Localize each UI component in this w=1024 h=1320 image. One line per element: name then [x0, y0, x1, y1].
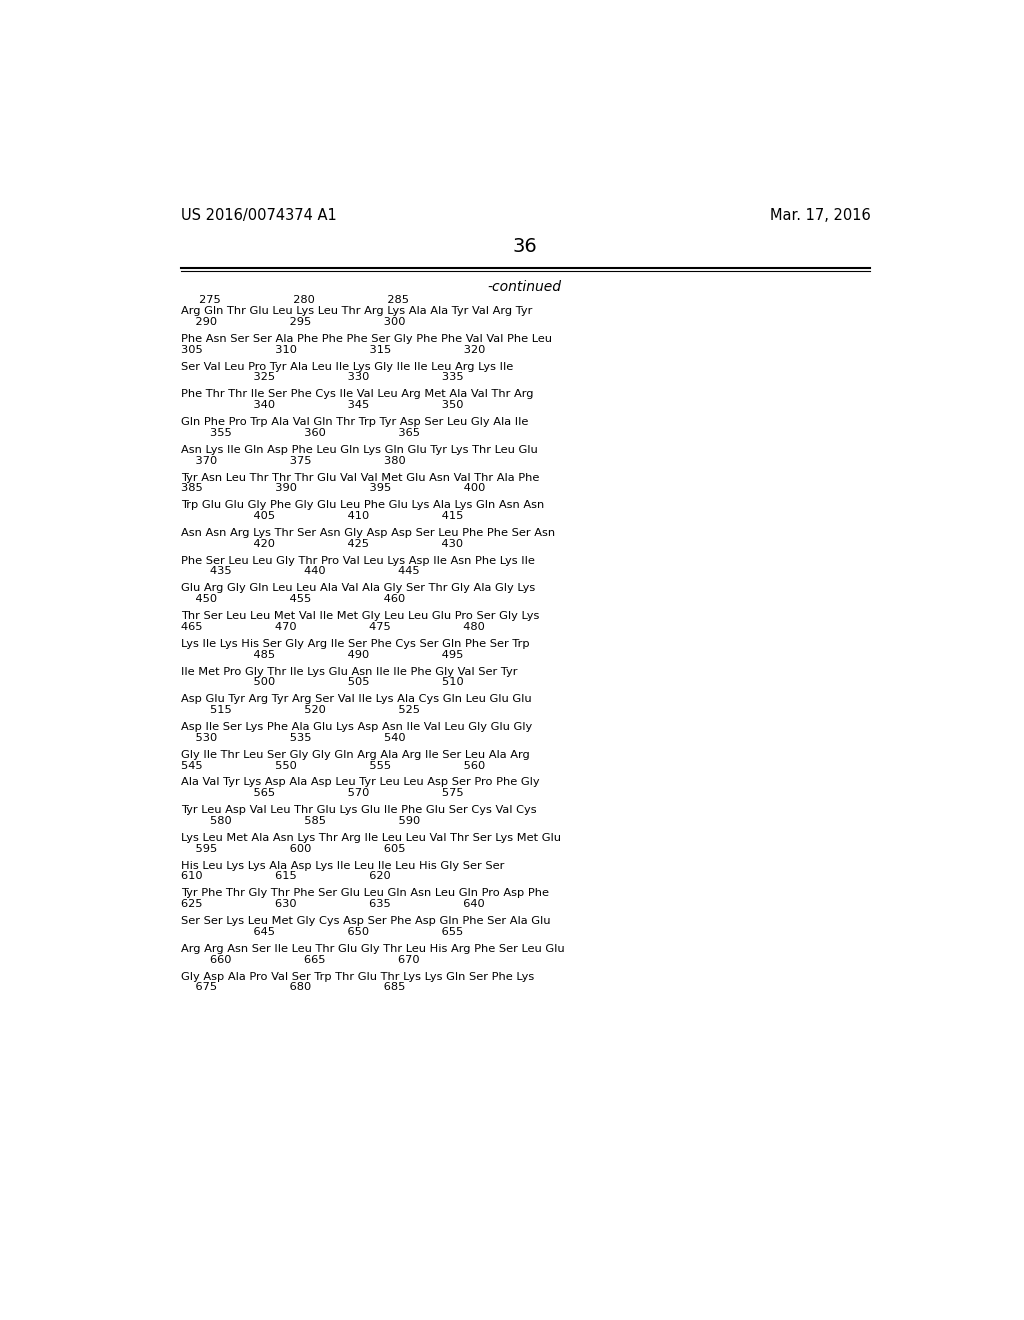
- Text: 465                    470                    475                    480: 465 470 475 480: [180, 622, 484, 632]
- Text: Ile Met Pro Gly Thr Ile Lys Glu Asn Ile Ile Phe Gly Val Ser Tyr: Ile Met Pro Gly Thr Ile Lys Glu Asn Ile …: [180, 667, 517, 677]
- Text: Asp Glu Tyr Arg Tyr Arg Ser Val Ile Lys Ala Cys Gln Leu Glu Glu: Asp Glu Tyr Arg Tyr Arg Ser Val Ile Lys …: [180, 694, 531, 705]
- Text: 36: 36: [512, 238, 538, 256]
- Text: 290                    295                    300: 290 295 300: [180, 317, 406, 327]
- Text: 450                    455                    460: 450 455 460: [180, 594, 404, 605]
- Text: Tyr Leu Asp Val Leu Thr Glu Lys Glu Ile Phe Glu Ser Cys Val Cys: Tyr Leu Asp Val Leu Thr Glu Lys Glu Ile …: [180, 805, 537, 816]
- Text: Gly Asp Ala Pro Val Ser Trp Thr Glu Thr Lys Lys Gln Ser Phe Lys: Gly Asp Ala Pro Val Ser Trp Thr Glu Thr …: [180, 972, 534, 982]
- Text: Asn Lys Ile Gln Asp Phe Leu Gln Lys Gln Glu Tyr Lys Thr Leu Glu: Asn Lys Ile Gln Asp Phe Leu Gln Lys Gln …: [180, 445, 538, 455]
- Text: Trp Glu Glu Gly Phe Gly Glu Leu Phe Glu Lys Ala Lys Gln Asn Asn: Trp Glu Glu Gly Phe Gly Glu Leu Phe Glu …: [180, 500, 544, 511]
- Text: Phe Thr Thr Ile Ser Phe Cys Ile Val Leu Arg Met Ala Val Thr Arg: Phe Thr Thr Ile Ser Phe Cys Ile Val Leu …: [180, 389, 534, 400]
- Text: Arg Arg Asn Ser Ile Leu Thr Glu Gly Thr Leu His Arg Phe Ser Leu Glu: Arg Arg Asn Ser Ile Leu Thr Glu Gly Thr …: [180, 944, 564, 954]
- Text: Glu Arg Gly Gln Leu Leu Ala Val Ala Gly Ser Thr Gly Ala Gly Lys: Glu Arg Gly Gln Leu Leu Ala Val Ala Gly …: [180, 583, 535, 594]
- Text: 515                    520                    525: 515 520 525: [180, 705, 420, 715]
- Text: Phe Asn Ser Ser Ala Phe Phe Phe Ser Gly Phe Phe Val Val Phe Leu: Phe Asn Ser Ser Ala Phe Phe Phe Ser Gly …: [180, 334, 552, 345]
- Text: Ala Val Tyr Lys Asp Ala Asp Leu Tyr Leu Leu Asp Ser Pro Phe Gly: Ala Val Tyr Lys Asp Ala Asp Leu Tyr Leu …: [180, 777, 540, 788]
- Text: 405                    410                    415: 405 410 415: [180, 511, 463, 521]
- Text: 485                    490                    495: 485 490 495: [180, 649, 463, 660]
- Text: Lys Ile Lys His Ser Gly Arg Ile Ser Phe Cys Ser Gln Phe Ser Trp: Lys Ile Lys His Ser Gly Arg Ile Ser Phe …: [180, 639, 529, 649]
- Text: Ser Ser Lys Leu Met Gly Cys Asp Ser Phe Asp Gln Phe Ser Ala Glu: Ser Ser Lys Leu Met Gly Cys Asp Ser Phe …: [180, 916, 550, 927]
- Text: 565                    570                    575: 565 570 575: [180, 788, 463, 799]
- Text: His Leu Lys Lys Ala Asp Lys Ile Leu Ile Leu His Gly Ser Ser: His Leu Lys Lys Ala Asp Lys Ile Leu Ile …: [180, 861, 504, 871]
- Text: 595                    600                    605: 595 600 605: [180, 843, 406, 854]
- Text: 580                    585                    590: 580 585 590: [180, 816, 420, 826]
- Text: 645                    650                    655: 645 650 655: [180, 927, 463, 937]
- Text: Lys Leu Met Ala Asn Lys Thr Arg Ile Leu Leu Val Thr Ser Lys Met Glu: Lys Leu Met Ala Asn Lys Thr Arg Ile Leu …: [180, 833, 561, 843]
- Text: Asp Ile Ser Lys Phe Ala Glu Lys Asp Asn Ile Val Leu Gly Glu Gly: Asp Ile Ser Lys Phe Ala Glu Lys Asp Asn …: [180, 722, 531, 733]
- Text: -continued: -continued: [487, 280, 562, 294]
- Text: 275                    280                    285: 275 280 285: [180, 296, 409, 305]
- Text: 340                    345                    350: 340 345 350: [180, 400, 463, 411]
- Text: 530                    535                    540: 530 535 540: [180, 733, 406, 743]
- Text: US 2016/0074374 A1: US 2016/0074374 A1: [180, 209, 337, 223]
- Text: 385                    390                    395                    400: 385 390 395 400: [180, 483, 485, 494]
- Text: 435                    440                    445: 435 440 445: [180, 566, 419, 577]
- Text: 370                    375                    380: 370 375 380: [180, 455, 406, 466]
- Text: Phe Ser Leu Leu Gly Thr Pro Val Leu Lys Asp Ile Asn Phe Lys Ile: Phe Ser Leu Leu Gly Thr Pro Val Leu Lys …: [180, 556, 535, 566]
- Text: Mar. 17, 2016: Mar. 17, 2016: [770, 209, 870, 223]
- Text: 610                    615                    620: 610 615 620: [180, 871, 390, 882]
- Text: Gly Ile Thr Leu Ser Gly Gly Gln Arg Ala Arg Ile Ser Leu Ala Arg: Gly Ile Thr Leu Ser Gly Gly Gln Arg Ala …: [180, 750, 529, 760]
- Text: 660                    665                    670: 660 665 670: [180, 954, 419, 965]
- Text: Ser Val Leu Pro Tyr Ala Leu Ile Lys Gly Ile Ile Leu Arg Lys Ile: Ser Val Leu Pro Tyr Ala Leu Ile Lys Gly …: [180, 362, 513, 372]
- Text: Tyr Asn Leu Thr Thr Thr Glu Val Val Met Glu Asn Val Thr Ala Phe: Tyr Asn Leu Thr Thr Thr Glu Val Val Met …: [180, 473, 539, 483]
- Text: 355                    360                    365: 355 360 365: [180, 428, 420, 438]
- Text: 325                    330                    335: 325 330 335: [180, 372, 463, 383]
- Text: Thr Ser Leu Leu Met Val Ile Met Gly Leu Leu Glu Pro Ser Gly Lys: Thr Ser Leu Leu Met Val Ile Met Gly Leu …: [180, 611, 539, 622]
- Text: Gln Phe Pro Trp Ala Val Gln Thr Trp Tyr Asp Ser Leu Gly Ala Ile: Gln Phe Pro Trp Ala Val Gln Thr Trp Tyr …: [180, 417, 528, 428]
- Text: 545                    550                    555                    560: 545 550 555 560: [180, 760, 485, 771]
- Text: 500                    505                    510: 500 505 510: [180, 677, 464, 688]
- Text: Arg Gln Thr Glu Leu Lys Leu Thr Arg Lys Ala Ala Tyr Val Arg Tyr: Arg Gln Thr Glu Leu Lys Leu Thr Arg Lys …: [180, 306, 532, 317]
- Text: 675                    680                    685: 675 680 685: [180, 982, 406, 993]
- Text: 625                    630                    635                    640: 625 630 635 640: [180, 899, 484, 909]
- Text: 305                    310                    315                    320: 305 310 315 320: [180, 345, 485, 355]
- Text: 420                    425                    430: 420 425 430: [180, 539, 463, 549]
- Text: Asn Asn Arg Lys Thr Ser Asn Gly Asp Asp Ser Leu Phe Phe Ser Asn: Asn Asn Arg Lys Thr Ser Asn Gly Asp Asp …: [180, 528, 555, 539]
- Text: Tyr Phe Thr Gly Thr Phe Ser Glu Leu Gln Asn Leu Gln Pro Asp Phe: Tyr Phe Thr Gly Thr Phe Ser Glu Leu Gln …: [180, 888, 549, 899]
